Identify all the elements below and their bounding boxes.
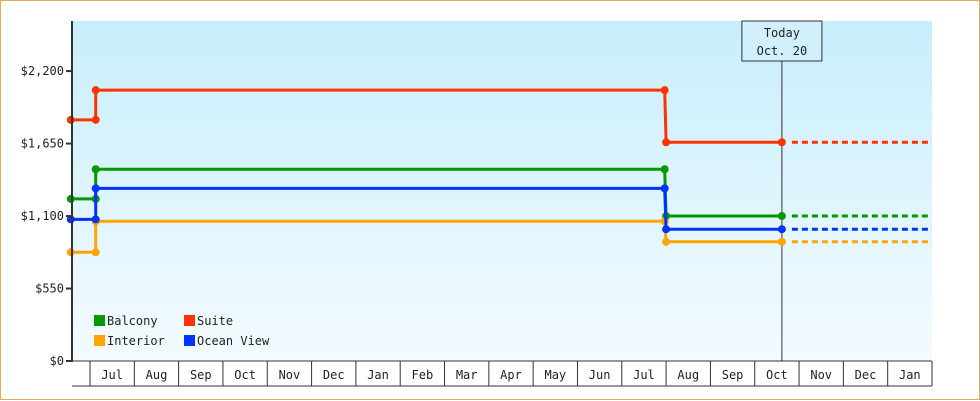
data-point <box>91 215 100 224</box>
x-tick-label: Nov <box>279 368 301 382</box>
series-line-suite <box>70 88 782 144</box>
x-tick-label: Aug <box>677 368 699 382</box>
plot-area <box>72 21 932 361</box>
x-tick-label: Jun <box>589 368 611 382</box>
series-line-interior <box>70 219 782 254</box>
legend-swatch <box>94 335 105 346</box>
x-tick-label: Jul <box>101 368 123 382</box>
y-tick-label: $0 <box>50 354 64 368</box>
today-date: Oct. 20 <box>757 44 808 58</box>
x-tick-label: Mar <box>456 368 478 382</box>
data-point <box>660 165 669 174</box>
data-point <box>91 86 100 95</box>
y-tick-label: $2,200 <box>21 64 64 78</box>
x-tick-label: Jul <box>633 368 655 382</box>
x-tick-label: May <box>544 368 566 382</box>
data-point <box>662 138 671 147</box>
data-point <box>66 115 75 124</box>
data-point <box>91 165 100 174</box>
data-point <box>91 184 100 193</box>
data-point <box>91 115 100 124</box>
data-point <box>66 248 75 257</box>
data-point <box>777 237 786 246</box>
series-line-ocean-view <box>70 186 782 231</box>
legend-label: Suite <box>197 314 233 328</box>
x-tick-label: Nov <box>810 368 832 382</box>
legend-swatch <box>184 315 195 326</box>
today-marker-box <box>741 20 823 62</box>
data-point <box>777 138 786 147</box>
x-tick-label: Oct <box>234 368 256 382</box>
data-point <box>66 194 75 203</box>
series-line-balcony <box>70 167 782 218</box>
y-tick-label: $1,100 <box>21 209 64 223</box>
data-point <box>777 212 786 221</box>
y-tick-label: $1,650 <box>21 137 64 151</box>
x-tick-label: Jan <box>367 368 389 382</box>
legend-swatch <box>94 315 105 326</box>
x-tick-label: Apr <box>500 368 522 382</box>
legend-label: Interior <box>107 334 165 348</box>
x-tick-label: Sep <box>722 368 744 382</box>
x-tick-label: Aug <box>146 368 168 382</box>
x-tick-label: Feb <box>412 368 434 382</box>
x-tick-label: Dec <box>855 368 877 382</box>
x-tick-label: Oct <box>766 368 788 382</box>
data-point <box>777 225 786 234</box>
data-point <box>91 248 100 257</box>
data-point <box>662 225 671 234</box>
x-tick-label: Dec <box>323 368 345 382</box>
x-tick-label: Sep <box>190 368 212 382</box>
today-label: Today <box>764 26 800 40</box>
legend-label: Balcony <box>107 314 158 328</box>
data-point <box>660 86 669 95</box>
legend-label: Ocean View <box>197 334 270 348</box>
y-tick-label: $550 <box>35 282 64 296</box>
x-tick-label: Jan <box>899 368 921 382</box>
data-point <box>660 184 669 193</box>
legend-swatch <box>184 335 195 346</box>
data-point <box>662 237 671 246</box>
